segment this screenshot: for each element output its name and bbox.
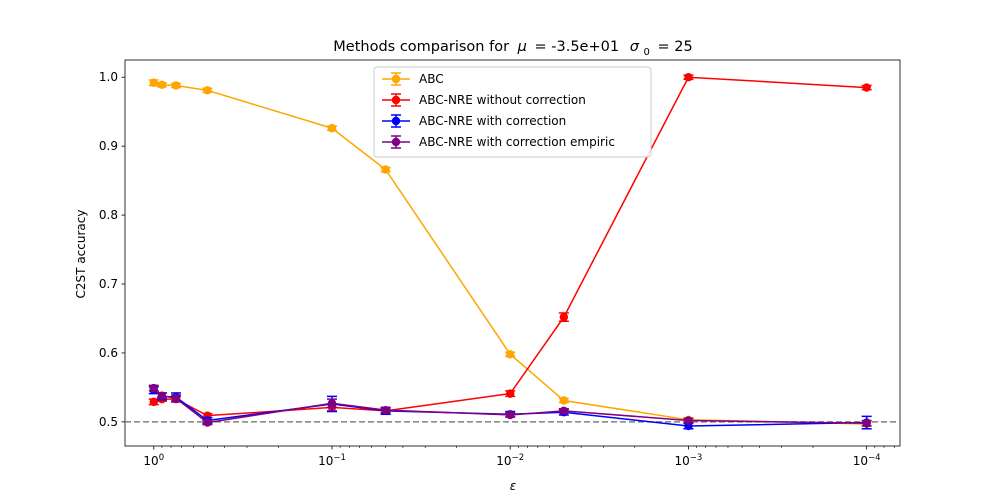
data-point bbox=[171, 81, 181, 90]
chart-title: Methods comparison for μ = -3.5e+01 σ 0 … bbox=[333, 39, 692, 59]
data-point bbox=[559, 312, 569, 322]
data-point bbox=[157, 80, 167, 90]
legend-entry: ABC-NRE without correction bbox=[382, 93, 586, 107]
data-point bbox=[862, 419, 871, 428]
data-point bbox=[149, 383, 158, 393]
data-point bbox=[203, 86, 212, 95]
series-layer bbox=[125, 73, 900, 431]
y-tick-label: 0.6 bbox=[99, 346, 118, 360]
data-point bbox=[684, 73, 693, 82]
series-3 bbox=[148, 383, 872, 428]
y-tick-label: 0.9 bbox=[99, 139, 118, 153]
y-axis-ticks: 0.5 0.6 0.7 0.8 0.9 1.0 bbox=[99, 70, 125, 429]
legend-entry: ABC bbox=[382, 72, 444, 86]
data-point bbox=[171, 394, 181, 403]
legend-box bbox=[373, 66, 652, 158]
y-axis-label: C2ST accuracy bbox=[74, 210, 88, 299]
data-point bbox=[149, 78, 158, 87]
legend-marker bbox=[391, 95, 401, 105]
x-tick-label: 10−2 bbox=[496, 453, 524, 468]
data-point bbox=[506, 350, 515, 359]
title-sigma-sub: 0 bbox=[644, 47, 650, 58]
data-point bbox=[203, 418, 212, 427]
data-point bbox=[381, 405, 390, 415]
legend-marker bbox=[391, 116, 401, 126]
legend-entry: ABC-NRE with correction empiric bbox=[382, 135, 615, 149]
y-tick-label: 0.7 bbox=[99, 277, 118, 291]
x-axis-ticks: 100 10−1 10−2 10−3 10−4 bbox=[143, 446, 895, 468]
data-point bbox=[559, 396, 569, 405]
legend: ABC ABC-NRE without correction ABC-NRE wit… bbox=[373, 66, 652, 158]
title-prefix: Methods comparison for bbox=[333, 39, 509, 55]
x-tick-label: 10−1 bbox=[318, 453, 346, 468]
series-line bbox=[153, 82, 867, 425]
y-tick-label: 0.5 bbox=[99, 415, 118, 429]
legend-entry: ABC-NRE with correction bbox=[382, 114, 566, 128]
x-tick-label: 10−3 bbox=[675, 453, 703, 468]
data-point bbox=[327, 399, 337, 408]
data-point bbox=[559, 406, 569, 416]
x-tick-label: 10−4 bbox=[853, 453, 881, 468]
x-axis-label: ε bbox=[510, 479, 517, 493]
series-line bbox=[153, 76, 867, 417]
data-point bbox=[506, 410, 515, 420]
data-point bbox=[862, 83, 871, 92]
title-mu-value: = -3.5e+01 bbox=[535, 39, 620, 55]
title-sigma-symbol: σ bbox=[630, 39, 640, 55]
legend-label: ABC-NRE with correction empiric bbox=[419, 135, 615, 149]
y-tick-label: 1.0 bbox=[99, 70, 118, 84]
legend-marker bbox=[391, 137, 401, 147]
title-sigma-value: = 25 bbox=[657, 39, 692, 55]
data-point bbox=[381, 165, 390, 174]
data-point bbox=[149, 397, 158, 407]
legend-marker bbox=[391, 74, 401, 84]
data-point bbox=[157, 391, 167, 400]
legend-label: ABC-NRE without correction bbox=[419, 93, 586, 107]
data-point bbox=[506, 389, 515, 398]
legend-label: ABC-NRE with correction bbox=[419, 114, 566, 128]
data-point bbox=[684, 416, 693, 425]
series-line bbox=[153, 387, 867, 424]
y-tick-label: 0.8 bbox=[99, 208, 118, 222]
legend-label: ABC bbox=[419, 72, 444, 86]
title-mu-symbol: μ bbox=[517, 39, 527, 55]
data-point bbox=[327, 124, 337, 133]
x-tick-label: 100 bbox=[143, 453, 164, 468]
